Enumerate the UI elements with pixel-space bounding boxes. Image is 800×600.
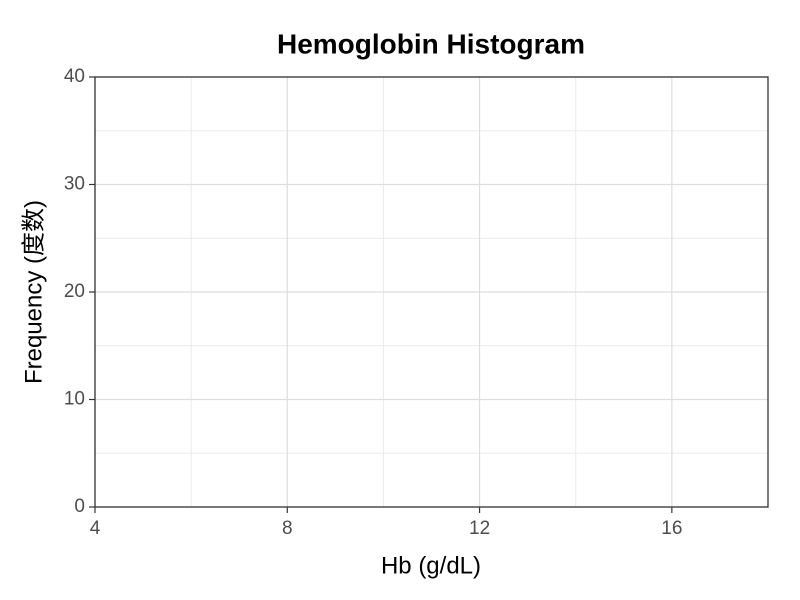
y-tick-label: 0 [74, 496, 85, 517]
y-tick-label: 40 [64, 66, 85, 87]
x-tick-label: 12 [469, 518, 490, 539]
x-tick-label: 4 [90, 518, 101, 539]
x-axis-label: Hb (g/dL) [381, 552, 481, 579]
panel-border [94, 76, 769, 508]
x-tick-label: 16 [661, 518, 682, 539]
y-tick-label: 20 [64, 281, 85, 302]
y-tick-label: 10 [64, 389, 85, 410]
y-axis-label: Frequency (度数) [20, 200, 47, 384]
x-tick-label: 8 [282, 518, 293, 539]
y-tick-label: 30 [64, 174, 85, 195]
chart-title: Hemoglobin Histogram [277, 28, 585, 59]
